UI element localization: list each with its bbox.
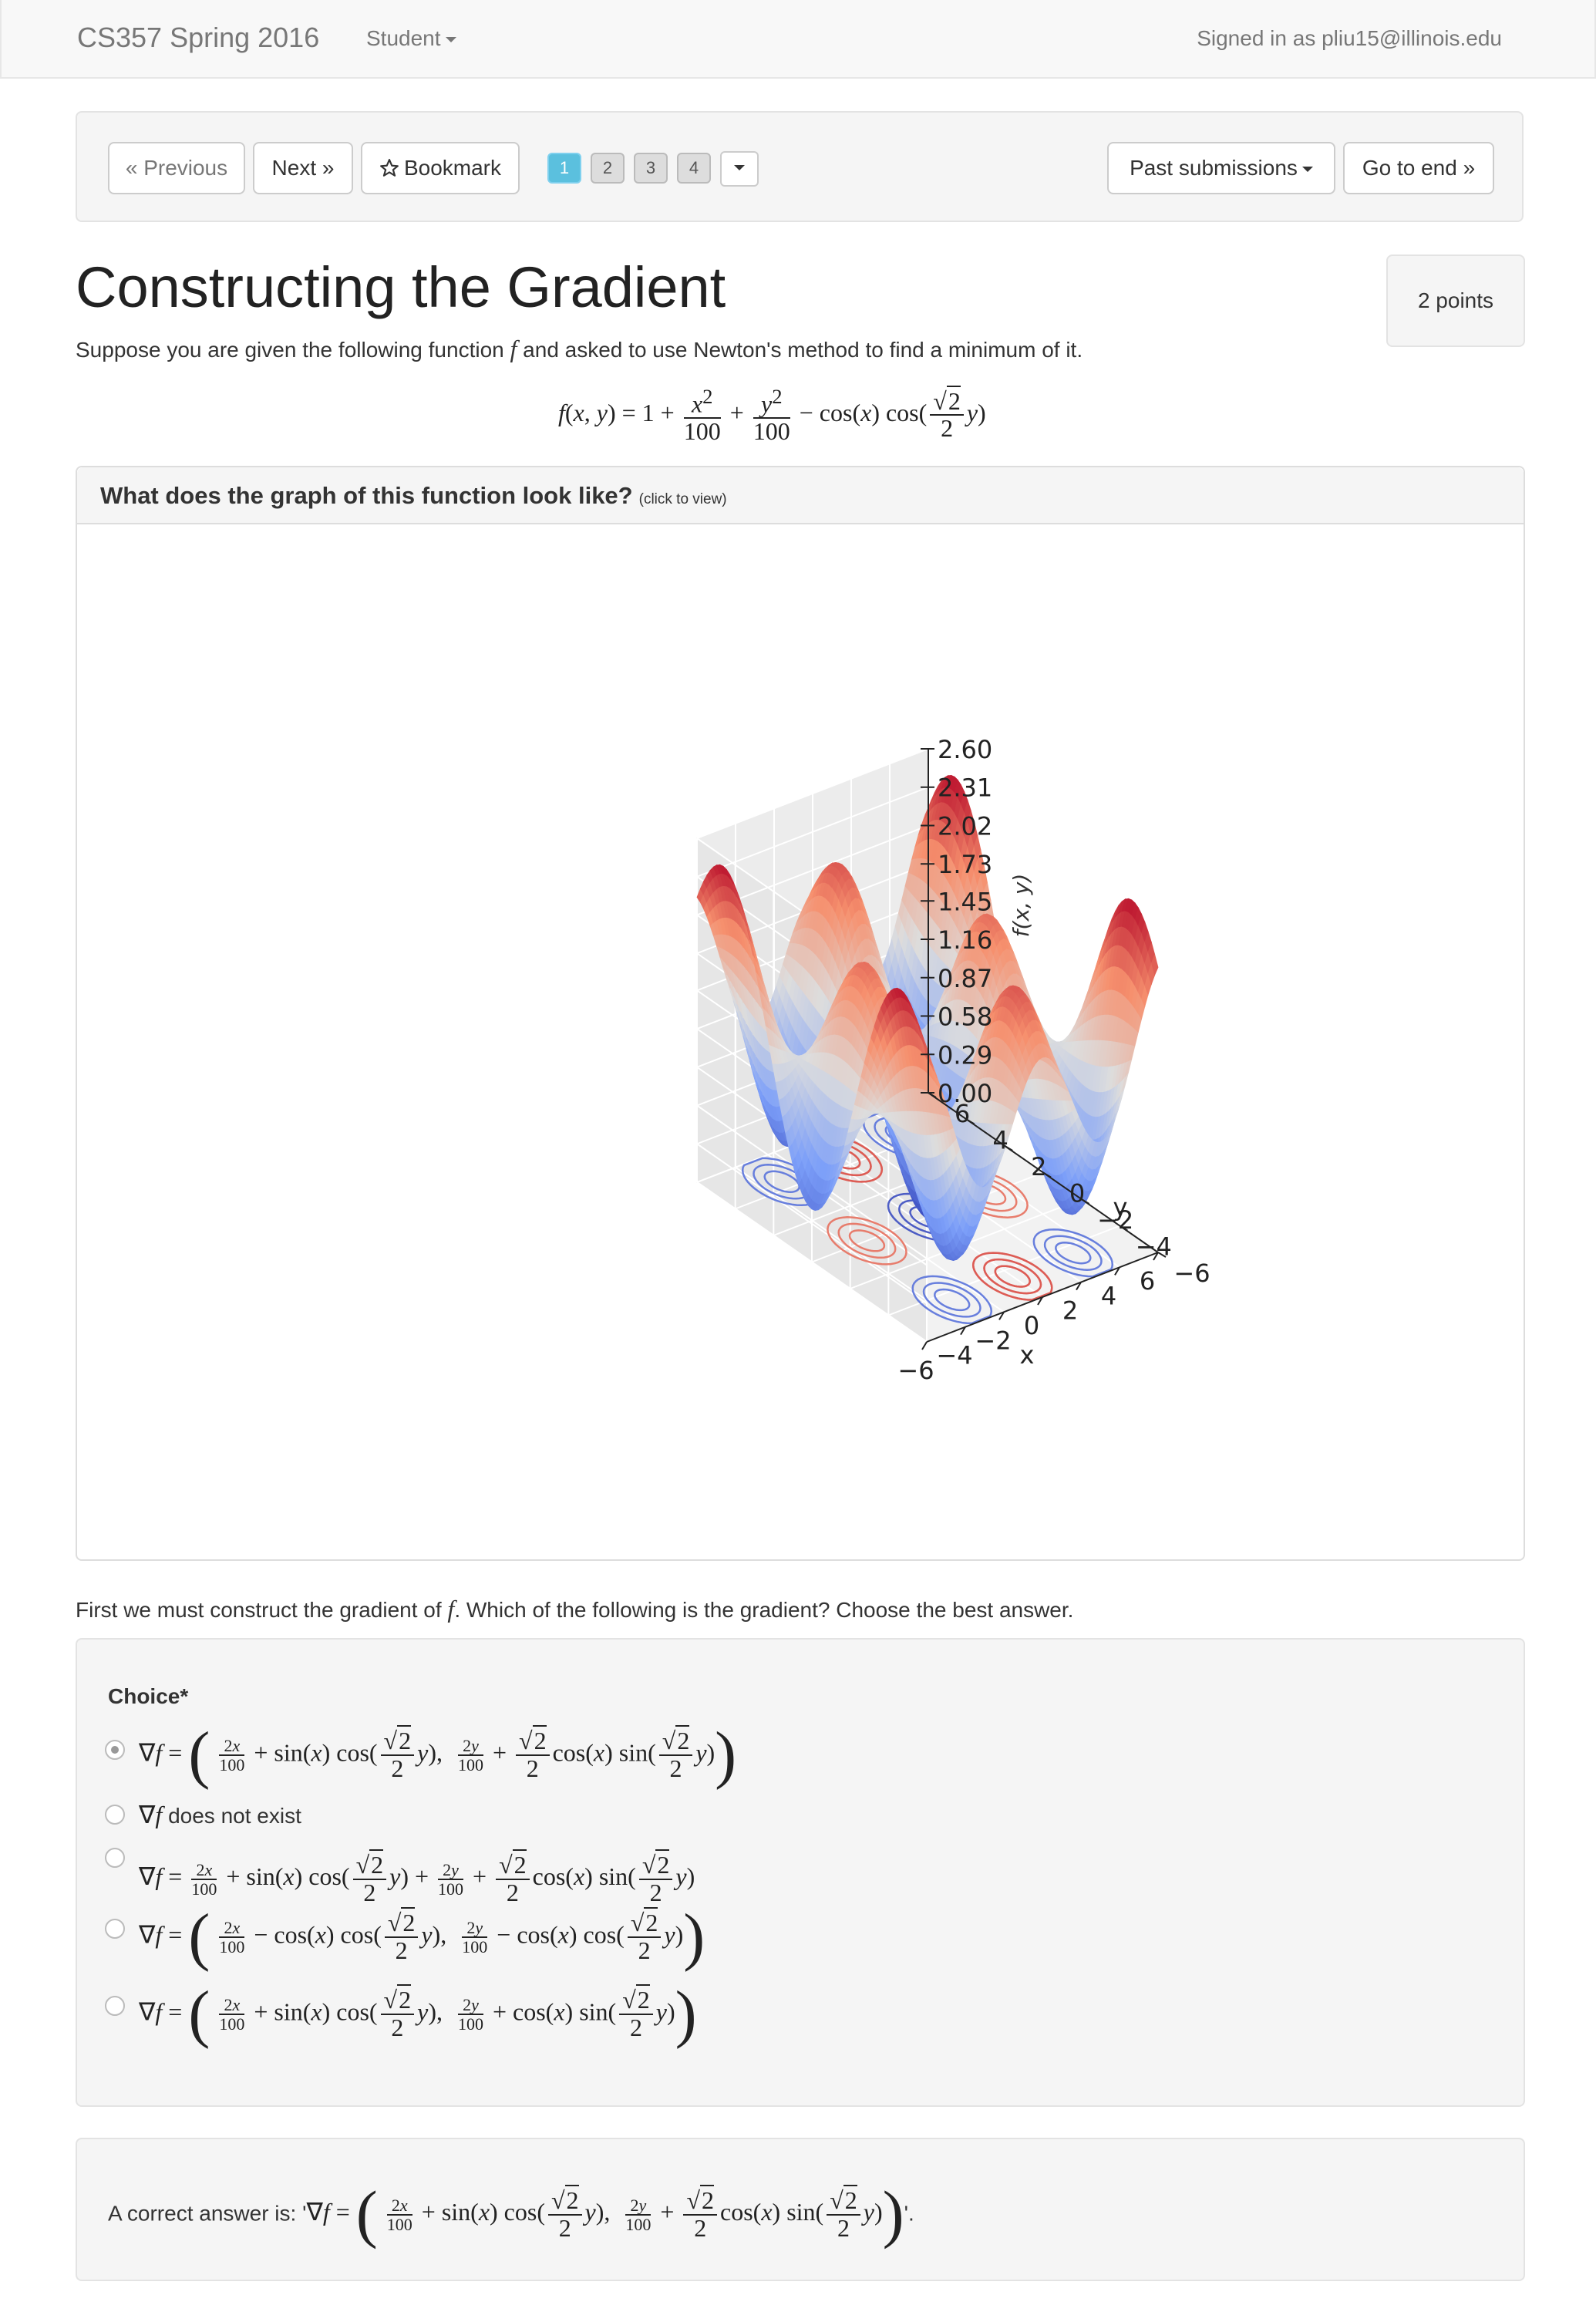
intro-text-pre: Suppose you are given the following func… bbox=[76, 338, 510, 362]
chevron-down-icon bbox=[734, 165, 745, 171]
intro-variable: f bbox=[510, 335, 517, 362]
page-2-button[interactable]: 2 bbox=[591, 153, 625, 184]
contour-line bbox=[837, 1222, 897, 1259]
past-submissions-button[interactable]: Past submissions bbox=[1107, 142, 1335, 194]
question-intro: Suppose you are given the following func… bbox=[76, 335, 1083, 363]
contour-line bbox=[763, 1170, 800, 1193]
page-1-button[interactable]: 1 bbox=[547, 153, 581, 184]
page-4-button[interactable]: 4 bbox=[677, 153, 711, 184]
page-menu-button[interactable] bbox=[720, 151, 759, 187]
contour-line bbox=[911, 1275, 993, 1325]
signed-in-text: Signed in as pliu15@illinois.edu bbox=[1197, 26, 1502, 50]
question-title: Constructing the Gradient bbox=[76, 255, 726, 319]
chevron-down-icon bbox=[1301, 167, 1313, 173]
top-navbar: CS357 Spring 2016 Student Signed in as p… bbox=[0, 0, 1596, 79]
graph-panel-hint: (click to view) bbox=[638, 491, 727, 507]
contour-line bbox=[922, 1282, 982, 1318]
question-nav-bar: « Previous Next » Bookmark 1 2 3 4 Past … bbox=[76, 111, 1524, 222]
contour-line bbox=[971, 1252, 1053, 1301]
points-badge: 2 points bbox=[1386, 254, 1525, 347]
next-button[interactable]: Next » bbox=[253, 142, 353, 194]
role-menu[interactable]: Student bbox=[366, 26, 456, 51]
contour-line bbox=[994, 1265, 1031, 1288]
function-equation: f(x, y) = 1 + x2 100 + y2 100 − cos(x) cos… bbox=[558, 385, 986, 446]
grid-line bbox=[696, 748, 929, 839]
bookmark-label: Bookmark bbox=[403, 156, 502, 180]
contour-line bbox=[848, 1229, 886, 1252]
star-icon bbox=[380, 159, 399, 177]
contour-line bbox=[827, 1216, 907, 1266]
previous-button[interactable]: « Previous bbox=[108, 142, 245, 194]
role-menu-label: Student bbox=[366, 26, 441, 50]
contour-line bbox=[934, 1288, 971, 1312]
contour-line bbox=[983, 1258, 1042, 1295]
intro-text-post: and asked to use Newton's method to find… bbox=[517, 338, 1083, 362]
past-submissions-label: Past submissions bbox=[1130, 156, 1298, 180]
chevron-down-icon bbox=[445, 37, 456, 43]
graph-panel-toggle[interactable]: What does the graph of this function loo… bbox=[77, 467, 1524, 524]
grid-line bbox=[696, 786, 929, 878]
contour-line bbox=[1043, 1235, 1103, 1271]
grid-line bbox=[696, 1181, 928, 1343]
page-3-button[interactable]: 3 bbox=[634, 153, 668, 184]
surface-plot: −6−4−20246x−6−4−20246y0.000.290.580.871.… bbox=[695, 735, 1210, 1385]
brand-link[interactable]: CS357 Spring 2016 bbox=[77, 22, 320, 53]
graph-panel-heading: What does the graph of this function loo… bbox=[100, 482, 633, 509]
go-to-end-button[interactable]: Go to end » bbox=[1343, 142, 1494, 194]
contour-line bbox=[1055, 1242, 1092, 1265]
graph-panel: What does the graph of this function loo… bbox=[76, 466, 1525, 1561]
bookmark-button[interactable]: Bookmark bbox=[361, 142, 520, 194]
grid-line bbox=[696, 1143, 928, 1305]
contour-line bbox=[1032, 1228, 1114, 1278]
surface bbox=[696, 774, 1159, 1261]
